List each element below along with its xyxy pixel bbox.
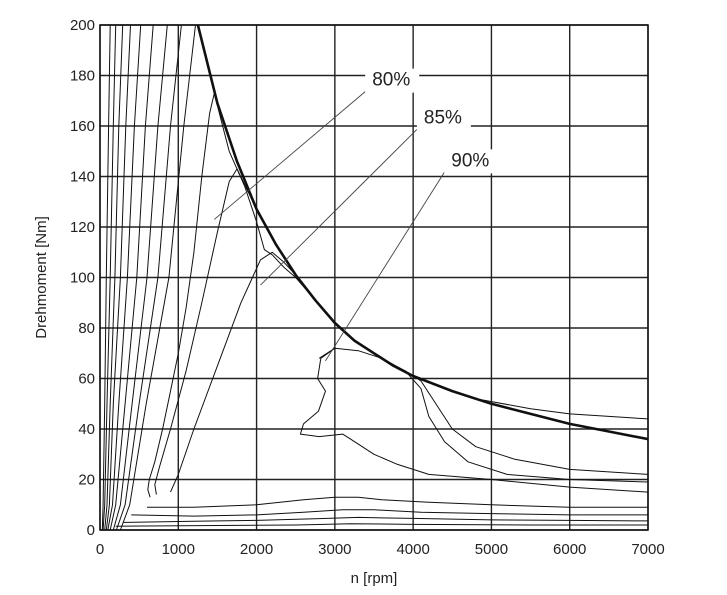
x-tick-label: 1000 <box>162 541 195 558</box>
series-line-18 <box>115 25 182 530</box>
series-line-2 <box>147 92 648 498</box>
series-line-9 <box>123 516 648 523</box>
series-line-3 <box>154 168 648 495</box>
series-line-5 <box>318 347 648 483</box>
x-tick-label: 3000 <box>318 541 351 558</box>
annotation-leader-2 <box>260 129 418 286</box>
series-line-7 <box>147 496 648 508</box>
y-tick-label: 140 <box>70 169 95 186</box>
x-tick-label: 0 <box>96 541 104 558</box>
annotation-label-1: 80% <box>372 70 410 91</box>
x-tick-label: 2000 <box>240 541 273 558</box>
plot-frame <box>99 24 649 531</box>
y-tick-label: 160 <box>70 118 95 135</box>
y-tick-label: 0 <box>87 522 95 539</box>
annotations: 80% 85% 90% <box>214 68 499 362</box>
y-tick-label: 20 <box>78 472 95 489</box>
series-line-16 <box>109 25 154 530</box>
y-tick-label: 40 <box>78 421 95 438</box>
annotation-background-2 <box>416 106 471 131</box>
series-line-4 <box>170 251 648 493</box>
y-tick-label: 200 <box>70 17 95 34</box>
annotation-leader-1 <box>214 91 366 220</box>
annotation-background-3 <box>444 149 499 174</box>
tick-labels: 0 1000 2000 3000 4000 5000 6000 7000 0 20 40 60 80 10… <box>70 17 665 558</box>
series-line-10 <box>115 523 648 527</box>
series-line-13 <box>104 25 124 530</box>
annotation-label-2: 85% <box>424 107 462 128</box>
x-tick-label: 4000 <box>396 541 429 558</box>
y-axis-label: Drehmoment [Nm] <box>33 216 50 339</box>
series-line-12 <box>102 25 117 530</box>
y-tick-label: 180 <box>70 68 95 85</box>
annotation-background-1 <box>365 68 420 93</box>
series-line-6 <box>299 347 648 493</box>
x-tick-label: 7000 <box>631 541 664 558</box>
series-line-8 <box>131 509 648 517</box>
series-line-1 <box>196 25 648 441</box>
contour-lines <box>101 25 648 530</box>
x-tick-label: 6000 <box>553 541 586 558</box>
series-line-15 <box>107 25 142 530</box>
x-axis-label: n [rpm] <box>351 570 398 587</box>
y-tick-label: 80 <box>78 320 95 337</box>
annotation-leader-3 <box>325 172 445 362</box>
series-line-17 <box>112 25 168 530</box>
y-tick-label: 120 <box>70 219 95 236</box>
x-tick-label: 5000 <box>475 541 508 558</box>
y-tick-label: 60 <box>78 371 95 388</box>
series-line-19 <box>119 25 196 530</box>
series-line-14 <box>105 25 131 530</box>
y-tick-label: 100 <box>70 270 95 287</box>
series-line-11 <box>101 25 111 530</box>
annotation-label-3: 90% <box>451 150 489 171</box>
